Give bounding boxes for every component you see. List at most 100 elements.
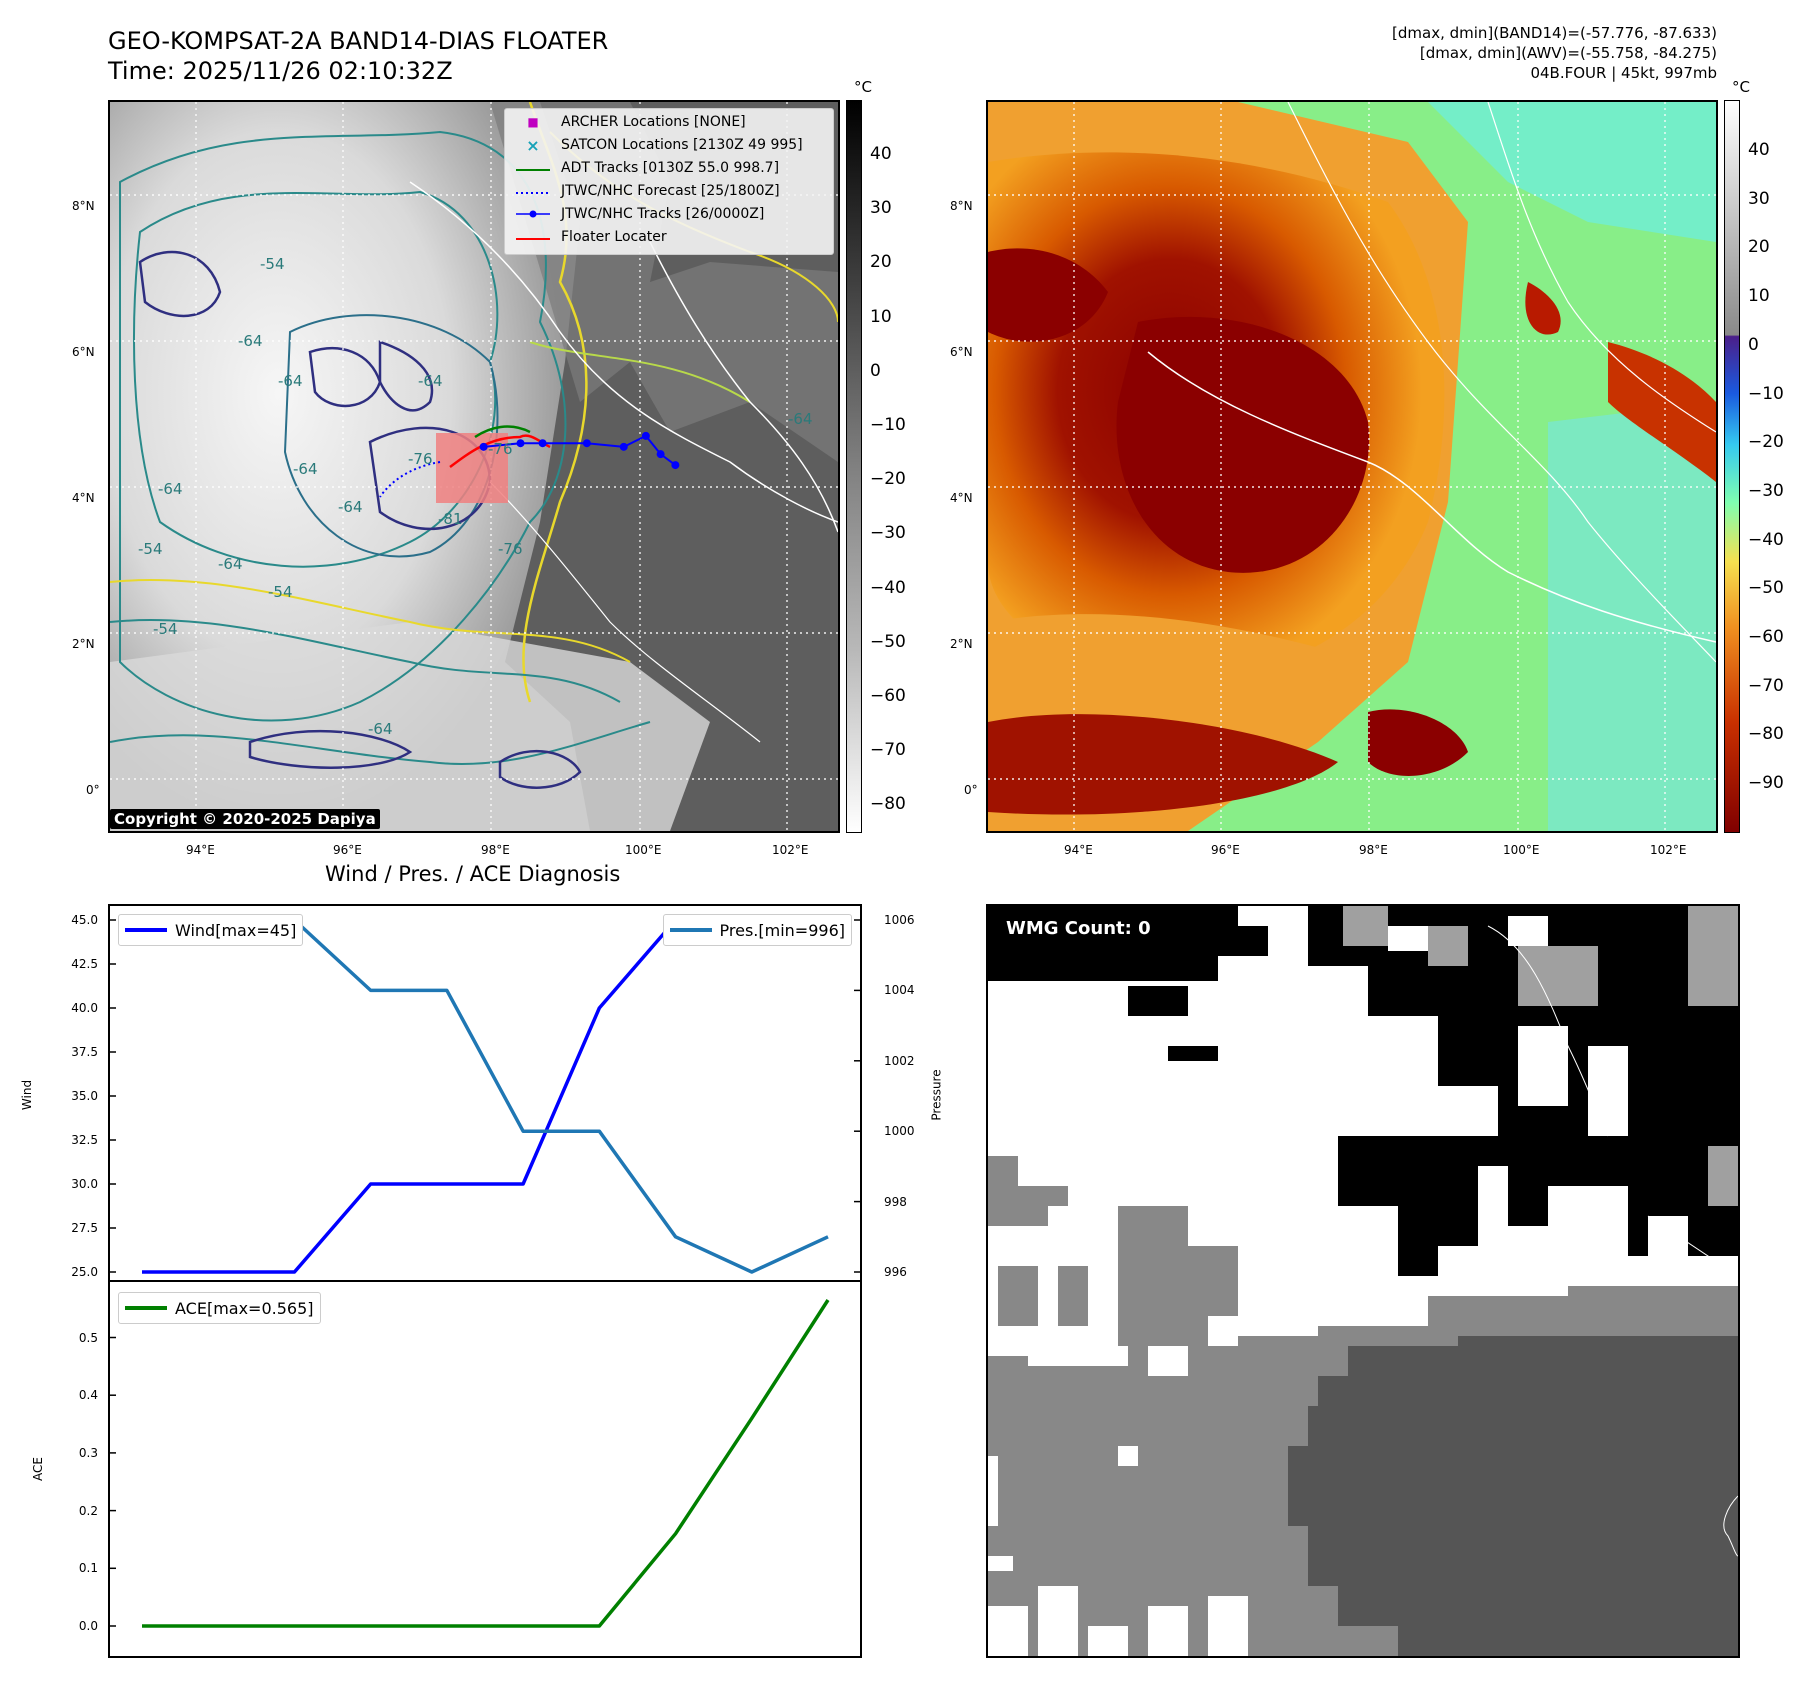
left-lat-8: 8°N <box>72 199 95 213</box>
left-colorbar-tick: −50 <box>870 631 906 652</box>
ir-map-panel: ■ ARCHER Locations [NONE] × SATCON Locatio… <box>108 100 840 833</box>
ace-legend: ACE[max=0.565] <box>118 1292 321 1324</box>
ace-axis-label: ACE <box>30 1457 45 1481</box>
legend-jtwc-forecast-marker <box>513 184 553 198</box>
right-colorbar-tick: −20 <box>1748 432 1784 453</box>
ace-axis-tick: 0.0 <box>78 1619 98 1633</box>
figure-title: GEO-KOMPSAT-2A BAND14-DIAS FLOATER <box>108 27 609 55</box>
left-colorbar-tick: −30 <box>870 523 906 544</box>
pressure-axis-tick: 1004 <box>884 983 915 998</box>
jtwc-track-point <box>656 450 665 459</box>
wind-legend-line <box>125 928 167 932</box>
left-lon-102: 102°E <box>772 843 809 857</box>
copyright-badge: Copyright © 2020-2025 Dapiya <box>110 809 380 829</box>
pressure-axis-tick: 996 <box>884 1265 907 1279</box>
left-colorbar-unit: °C <box>854 78 872 96</box>
wind-axis-tick: 32.5 <box>71 1133 98 1147</box>
jtwc-track-point <box>479 442 488 451</box>
legend-archer: ■ ARCHER Locations [NONE] <box>513 113 746 131</box>
left-lat-6: 6°N <box>72 345 95 359</box>
legend-archer-label: ARCHER Locations [NONE] <box>561 114 746 130</box>
right-lat-4: 4°N <box>950 491 973 505</box>
left-colorbar-tick: −60 <box>870 686 906 706</box>
pressure-axis-tick: 1002 <box>884 1053 915 1068</box>
legend-adt-marker <box>513 161 553 175</box>
left-lat-4: 4°N <box>72 491 95 505</box>
left-lon-94: 94°E <box>186 843 215 857</box>
right-colorbar-tick: 20 <box>1748 237 1770 258</box>
right-colorbar-tick: 30 <box>1748 188 1770 209</box>
adt-track <box>474 425 531 439</box>
color-ir-map-panel <box>986 100 1718 833</box>
left-lon-98: 98°E <box>481 843 510 857</box>
wind-axis-tick: 35.0 <box>71 1089 98 1103</box>
right-lat-6: 6°N <box>950 345 973 359</box>
ace-axis-tick: 0.1 <box>78 1561 98 1576</box>
right-colorbar-tick: 0 <box>1748 334 1759 355</box>
wind-series-line <box>142 918 677 1274</box>
right-lat-0: 0° <box>964 783 978 797</box>
right-colorbar-tick: −70 <box>1748 675 1784 696</box>
legend-archer-marker: ■ <box>527 115 539 129</box>
legend-satcon: × SATCON Locations [2130Z 49 995] <box>513 135 803 155</box>
info-storm: 04B.FOUR | 45kt, 997mb <box>1530 64 1717 82</box>
wind-axis-tick: 27.5 <box>71 1221 98 1235</box>
ace-axis-tick: 0.4 <box>78 1388 98 1403</box>
right-colorbar-tick: −80 <box>1748 724 1784 745</box>
ace-series-line <box>142 1299 830 1628</box>
right-lat-8: 8°N <box>950 199 973 213</box>
wind-axis-tick: 30.0 <box>71 1177 98 1191</box>
right-colorbar-tick: −90 <box>1748 773 1784 794</box>
pressure-axis-tick: 998 <box>884 1194 907 1209</box>
left-colorbar-tick: 10 <box>870 306 892 327</box>
left-lon-96: 96°E <box>333 843 362 857</box>
ace-legend-line <box>125 1306 167 1310</box>
legend-jtwc-tracks: JTWC/NHC Tracks [26/0000Z] <box>513 205 764 223</box>
figure-time: Time: 2025/11/26 02:10:32Z <box>108 57 453 85</box>
jtwc-track-point <box>671 461 680 470</box>
right-colorbar-tick: −10 <box>1748 383 1784 404</box>
wind-axis-tick: 37.5 <box>71 1045 98 1059</box>
legend-satcon-label: SATCON Locations [2130Z 49 995] <box>561 137 803 153</box>
wind-legend: Wind[max=45] <box>118 914 304 946</box>
pres-legend: Pres.[min=996] <box>662 914 852 946</box>
right-lon-98: 98°E <box>1359 843 1388 857</box>
wind-legend-label: Wind[max=45] <box>175 920 297 940</box>
legend-adt-label: ADT Tracks [0130Z 55.0 998.7] <box>561 160 780 176</box>
right-lon-100: 100°E <box>1503 843 1540 857</box>
floater-box <box>436 433 508 503</box>
wind-axis-tick: 45.0 <box>71 913 98 927</box>
diagnosis-title: Wind / Pres. / ACE Diagnosis <box>325 862 621 886</box>
wind-axis-tick: 40.0 <box>71 1001 98 1015</box>
ace-legend-label: ACE[max=0.565] <box>175 1298 314 1318</box>
info-band14-range: [dmax, dmin](BAND14)=(-57.776, -87.633) <box>1392 24 1717 42</box>
right-colorbar-tick: 40 <box>1748 140 1770 160</box>
left-colorbar-tick: −20 <box>870 469 906 490</box>
jtwc-track-point <box>538 439 547 448</box>
wind-pres-plot <box>110 918 860 1274</box>
info-awv-range: [dmax, dmin](AWV)=(-55.758, -84.275) <box>1419 44 1717 62</box>
legend-floater: Floater Locater <box>513 228 667 246</box>
left-colorbar-tick: 20 <box>870 252 892 273</box>
ace-axis-tick: 0.3 <box>78 1445 98 1460</box>
legend-jtwc-forecast-label: JTWC/NHC Forecast [25/1800Z] <box>561 183 780 199</box>
legend-floater-label: Floater Locater <box>561 229 667 245</box>
right-colorbar-tick: −50 <box>1748 578 1784 599</box>
left-colorbar-tick: −40 <box>870 577 906 598</box>
pres-legend-label: Pres.[min=996] <box>719 920 845 940</box>
wind-axis-label: Wind <box>20 1079 35 1111</box>
left-colorbar-tick: −70 <box>870 740 906 761</box>
right-lon-94: 94°E <box>1064 843 1093 857</box>
ace-panel: ACE[max=0.565] <box>108 1280 862 1658</box>
jtwc-forecast-track <box>379 461 441 498</box>
right-colorbar <box>1724 100 1740 833</box>
right-colorbar-tick: −30 <box>1748 480 1784 501</box>
legend-satcon-marker: × <box>526 135 540 155</box>
left-lat-0: 0° <box>86 783 100 797</box>
right-lon-96: 96°E <box>1211 843 1240 857</box>
ace-axis-tick: 0.2 <box>78 1503 98 1518</box>
pressure-axis-tick: 1000 <box>884 1124 915 1139</box>
legend-adt: ADT Tracks [0130Z 55.0 998.7] <box>513 159 779 177</box>
left-colorbar-tick: 40 <box>870 144 892 164</box>
wind-pres-panel: Wind[max=45] Pres.[min=996] <box>108 904 862 1282</box>
